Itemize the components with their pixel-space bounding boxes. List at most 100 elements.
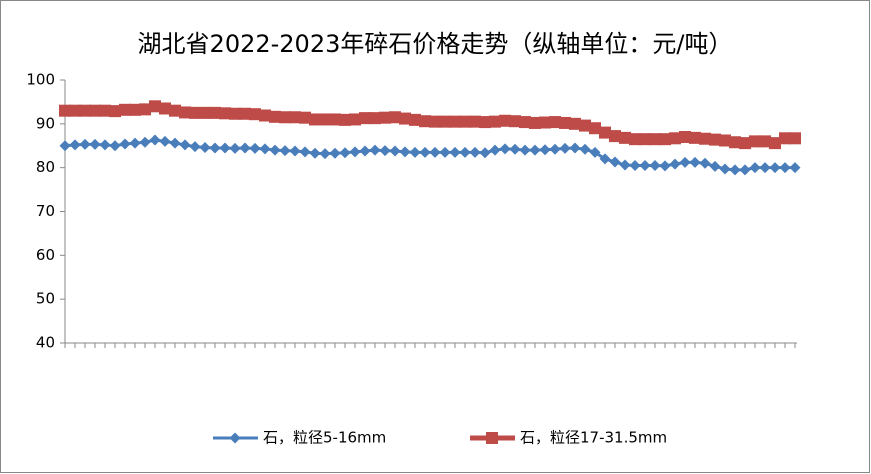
marker — [719, 134, 731, 147]
marker — [389, 111, 401, 124]
marker — [619, 131, 631, 144]
marker — [389, 145, 401, 157]
marker — [639, 133, 651, 146]
marker — [639, 159, 651, 171]
marker — [749, 162, 761, 174]
marker — [759, 135, 771, 148]
marker — [519, 144, 531, 156]
marker — [339, 113, 351, 126]
marker — [759, 162, 771, 174]
marker — [269, 110, 281, 123]
marker — [589, 122, 601, 135]
marker — [239, 142, 251, 154]
marker — [439, 146, 451, 158]
marker — [669, 158, 681, 170]
marker — [229, 432, 241, 444]
marker — [299, 146, 311, 158]
marker — [579, 143, 591, 155]
marker — [459, 115, 471, 128]
marker — [99, 104, 111, 117]
marker — [529, 144, 541, 156]
marker — [779, 162, 791, 174]
marker — [659, 133, 671, 146]
marker — [169, 137, 181, 149]
marker — [399, 112, 411, 125]
marker — [339, 147, 351, 159]
marker — [659, 160, 671, 172]
marker — [509, 143, 521, 155]
marker — [309, 113, 321, 126]
marker — [89, 104, 101, 117]
y-tick-label: 70 — [36, 202, 55, 220]
marker — [779, 132, 791, 145]
marker — [329, 113, 341, 126]
marker — [99, 139, 111, 151]
legend-label: 石，粒径17-31.5mm — [520, 429, 667, 447]
marker — [679, 130, 691, 143]
marker — [609, 156, 621, 168]
marker — [419, 146, 431, 158]
marker — [629, 159, 641, 171]
marker — [449, 115, 461, 128]
marker — [169, 104, 181, 117]
marker — [599, 153, 611, 165]
marker — [769, 162, 781, 174]
marker — [479, 116, 491, 129]
marker — [119, 138, 131, 150]
legend-label: 石，粒径5-16mm — [263, 429, 386, 447]
marker — [619, 159, 631, 171]
marker — [209, 106, 221, 119]
marker — [249, 108, 261, 121]
marker — [59, 140, 71, 152]
marker — [419, 115, 431, 128]
marker — [459, 146, 471, 158]
marker — [159, 102, 171, 115]
marker — [289, 145, 301, 157]
marker — [449, 146, 461, 158]
marker — [539, 144, 551, 156]
marker — [649, 133, 661, 146]
marker — [699, 132, 711, 145]
marker — [59, 104, 71, 117]
marker — [289, 111, 301, 124]
marker — [109, 105, 121, 118]
marker — [529, 116, 541, 129]
marker — [539, 116, 551, 129]
marker — [319, 113, 331, 126]
marker — [219, 142, 231, 154]
marker — [429, 115, 441, 128]
marker — [669, 132, 681, 145]
marker — [279, 111, 291, 124]
marker — [709, 160, 721, 172]
marker — [209, 142, 221, 154]
marker — [629, 133, 641, 146]
marker — [399, 146, 411, 158]
marker — [259, 143, 271, 155]
marker — [89, 138, 101, 150]
marker — [139, 136, 151, 148]
marker — [119, 103, 131, 116]
marker — [349, 146, 361, 158]
marker — [379, 111, 391, 124]
marker — [469, 146, 481, 158]
marker — [359, 145, 371, 157]
marker — [69, 139, 81, 151]
y-tick-label: 90 — [36, 114, 55, 132]
marker — [79, 104, 91, 117]
marker — [369, 144, 381, 156]
marker — [729, 164, 741, 176]
marker — [719, 163, 731, 175]
marker — [729, 136, 741, 149]
marker — [189, 106, 201, 119]
marker — [129, 103, 141, 116]
marker — [239, 107, 251, 120]
marker — [299, 111, 311, 124]
marker — [149, 100, 161, 113]
marker — [489, 115, 501, 128]
marker — [279, 145, 291, 157]
marker — [189, 141, 201, 153]
marker — [549, 116, 561, 129]
marker — [179, 106, 191, 119]
marker — [229, 107, 241, 120]
marker — [439, 115, 451, 128]
